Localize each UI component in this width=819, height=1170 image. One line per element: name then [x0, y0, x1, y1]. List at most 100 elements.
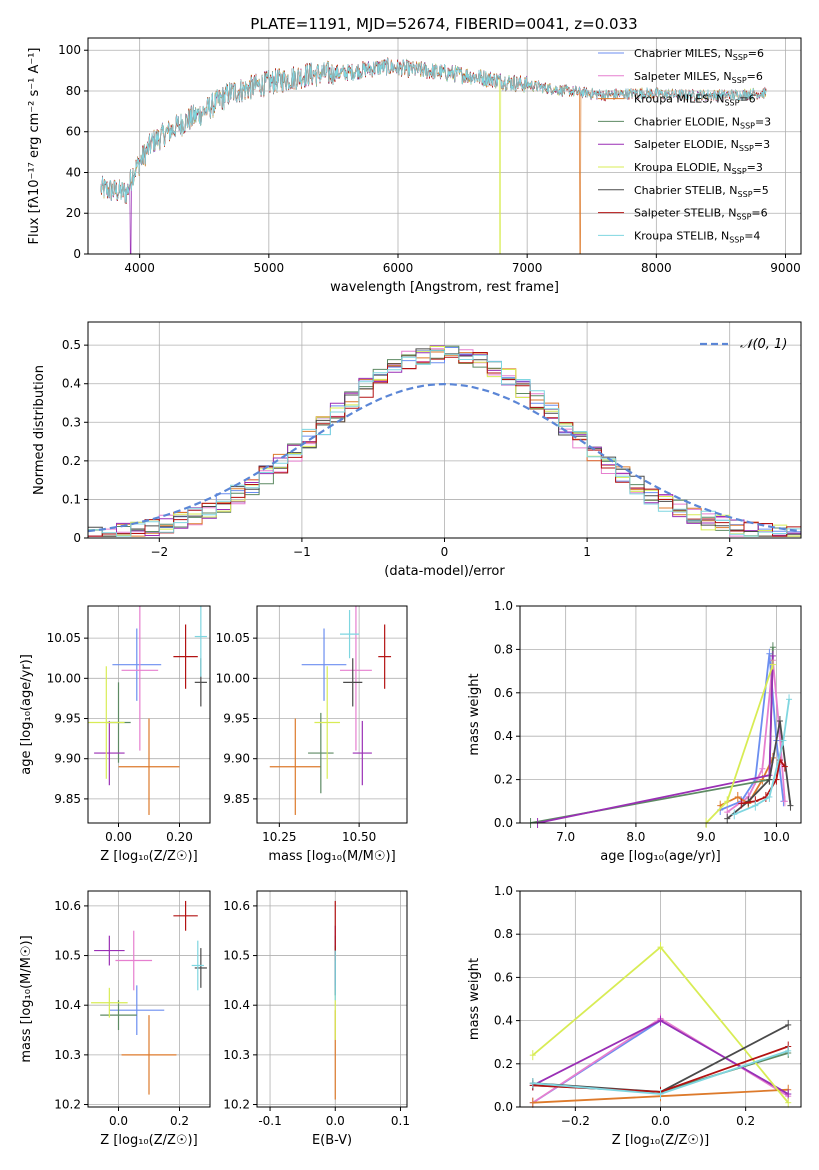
legend-entry: Kroupa MILES, NSSP=6	[634, 93, 756, 108]
legend-name: Kroupa STELIB, N	[634, 229, 729, 242]
y-tick-label: 10.3	[54, 1048, 81, 1062]
residuals-panel: −2 −1 0 1 2 0 0.1 0.2 0.3 0.4 0.5 (data-model)/erro…	[32, 321, 802, 579]
legend-entry: Chabrier STELIB, NSSP=5	[634, 184, 769, 199]
y-tick-label: 0.0	[494, 816, 513, 830]
y-tick-label: 9.90	[223, 752, 250, 766]
axes-frame	[519, 890, 802, 1108]
x-tick-label: 10.0	[763, 830, 790, 844]
y-tick-label: 0.4	[62, 377, 81, 391]
y-tick-label: 9.85	[223, 792, 250, 806]
legend-subscript: SSP	[729, 235, 744, 244]
legend-subscript: SSP	[736, 213, 751, 222]
y-tick-label: 0.1	[62, 492, 81, 506]
error-cross-2	[269, 718, 321, 815]
axes-frame	[87, 605, 211, 824]
age-vs-mass-panel: 10.25 10.50 9.85 9.90 9.95 10.00 10.05 mass [lo…	[216, 605, 408, 864]
legend-subscript: SSP	[732, 76, 747, 85]
x-tick-label: 0.1	[391, 1114, 410, 1128]
x-axis-label: Z [log₁₀(Z/Z☉)]	[100, 1133, 197, 1148]
y-tick-label: 0.8	[494, 642, 513, 656]
legend-count: =3	[755, 115, 771, 128]
x-tick-label: 10.50	[342, 830, 376, 844]
y-tick-label: 10.2	[54, 1098, 81, 1112]
legend-count: =3	[747, 161, 763, 174]
legend-entry: Kroupa ELODIE, NSSP=3	[634, 161, 763, 176]
error-cross-0	[112, 628, 162, 701]
y-tick-label: 20	[66, 206, 81, 220]
age-vs-metallicity-panel: 0.00 0.20 9.85 9.90 9.95 10.00 10.05 Z [log₁₀(Z…	[19, 605, 211, 864]
x-tick-label: 0.20	[166, 830, 193, 844]
mass-vs-metallicity-panel: 0.0 0.2 10.2 10.3 10.4 10.5 10.6 Z [log₁₀(Z/Z☉)…	[19, 890, 211, 1148]
error-cross-3	[308, 712, 334, 794]
error-cross-2	[118, 718, 180, 815]
error-cross-5	[314, 666, 340, 779]
y-tick-label: 10.6	[223, 899, 250, 913]
legend-subscript: SSP	[738, 190, 753, 199]
legend-name: Kroupa MILES, N	[634, 93, 724, 106]
residual-histogram-8	[88, 350, 801, 538]
y-axis-label: age [log₁₀(age/yr)]	[19, 654, 34, 775]
x-tick-label: 1	[583, 545, 591, 559]
x-tick-label: −1	[293, 545, 311, 559]
y-tick-label: 0.2	[62, 454, 81, 468]
x-axis-label: (data-model)/error	[384, 564, 505, 579]
y-tick-label: 0.6	[494, 686, 513, 700]
legend-count: =6	[747, 70, 763, 83]
x-tick-label: −0.2	[561, 1114, 590, 1128]
y-tick-label: 0.8	[494, 927, 513, 941]
error-cross-1	[121, 606, 159, 751]
error-cross-7	[173, 624, 198, 689]
x-tick-label: 0	[441, 545, 449, 559]
y-tick-label: 0.4	[494, 1014, 513, 1028]
error-cross-8	[194, 606, 207, 677]
legend-name: Salpeter STELIB, N	[634, 207, 736, 220]
error-cross-4	[352, 720, 372, 786]
x-tick-label: −2	[150, 545, 168, 559]
legend-name: Chabrier ELODIE, N	[634, 115, 740, 128]
y-axis-label: mass weight	[467, 958, 482, 1040]
x-tick-label: 0.2	[736, 1114, 755, 1128]
legend-entry: Salpeter STELIB, NSSP=6	[634, 207, 768, 222]
spectrum-line-8	[100, 58, 767, 203]
x-tick-label: -0.1	[258, 1114, 281, 1128]
x-tick-label: 0.0	[326, 1114, 345, 1128]
legend-name: Salpeter ELODIE, N	[634, 138, 739, 151]
normal-legend-label: 𝒩(0, 1)	[740, 337, 787, 352]
legend-count: =4	[744, 229, 760, 242]
y-tick-label: 10.05	[47, 631, 81, 645]
spectrum-panel: 4000 5000 6000 7000 8000 9000 0 20 40 60 80 100 wave…	[27, 37, 802, 295]
weight-vs-metallicity-panel: −0.2 0.0 0.2 0.0 0.2 0.4 0.6 0.8 1.0 Z [log₁₀(Z/Z…	[467, 884, 802, 1148]
y-tick-label: 10.5	[223, 949, 250, 963]
y-tick-label: 9.95	[223, 712, 250, 726]
y-tick-label: 0.2	[494, 773, 513, 787]
x-axis-label: Z [log₁₀(Z/Z☉)]	[100, 849, 197, 864]
legend-subscript: SSP	[739, 144, 754, 153]
y-tick-label: 100	[58, 43, 81, 57]
legend-subscript: SSP	[732, 167, 747, 176]
y-tick-label: 0	[73, 247, 81, 261]
error-cross-0	[301, 628, 347, 701]
axes-frame	[256, 890, 408, 1108]
error-cross-1	[339, 606, 372, 751]
y-tick-label: 0.0	[494, 1100, 513, 1114]
y-tick-label: 10.00	[216, 671, 250, 685]
y-tick-label: 10.4	[54, 998, 81, 1012]
x-axis-label: mass [log₁₀(M/M☉)]	[268, 849, 395, 864]
y-tick-label: 9.85	[54, 792, 81, 806]
legend-entry: Salpeter MILES, NSSP=6	[634, 70, 763, 85]
error-cross-7	[173, 900, 198, 931]
legend-count: =5	[753, 184, 769, 197]
legend-entry: Chabrier MILES, NSSP=6	[634, 47, 764, 62]
legend-entry: Kroupa STELIB, NSSP=4	[634, 229, 760, 244]
y-tick-label: 0.3	[62, 415, 81, 429]
x-tick-label: 10.25	[262, 830, 296, 844]
x-tick-label: 0.2	[170, 1114, 189, 1128]
y-tick-label: 10.05	[216, 631, 250, 645]
legend-name: Chabrier STELIB, N	[634, 184, 738, 197]
y-tick-label: 10.5	[54, 949, 81, 963]
error-cross-5	[91, 987, 128, 1018]
legend-entry: Salpeter ELODIE, NSSP=3	[634, 138, 770, 153]
figure-title: PLATE=1191, MJD=52674, FIBERID=0041, z=0…	[250, 15, 637, 33]
legend-count: =6	[751, 207, 767, 220]
legend-name: Kroupa ELODIE, N	[634, 161, 732, 174]
